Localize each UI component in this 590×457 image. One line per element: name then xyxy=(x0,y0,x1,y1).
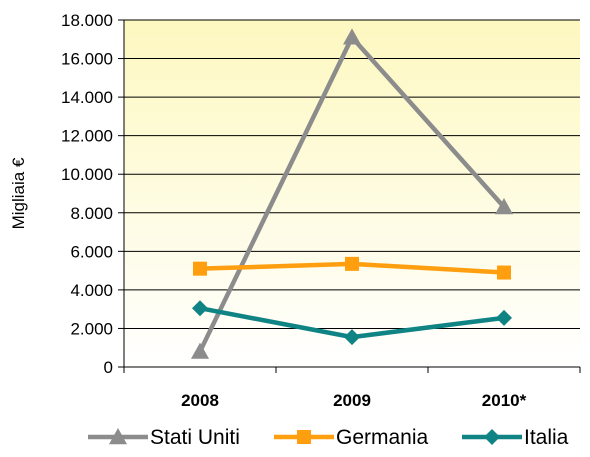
data-point-0-2 xyxy=(495,197,513,215)
gridlines xyxy=(124,19,580,329)
series xyxy=(191,28,513,359)
y-tick-label-0: 0 xyxy=(104,358,113,377)
y-tick-label-9: 18.000 xyxy=(61,11,113,30)
y-tick-label-7: 14.000 xyxy=(61,88,113,107)
legend-marker-1 xyxy=(297,430,311,444)
data-point-2-2 xyxy=(496,309,512,326)
x-tick-label-1: 2009 xyxy=(333,391,371,410)
plot-area xyxy=(124,20,580,367)
legend-label-0: Stati Uniti xyxy=(150,426,240,449)
data-point-0-1 xyxy=(343,28,361,45)
legend-label-2: Italia xyxy=(524,426,569,449)
x-tick-label-2: 2010* xyxy=(482,391,527,410)
data-point-2-1 xyxy=(344,329,360,346)
y-tick-label-2: 4.000 xyxy=(70,281,113,300)
y-tick-label-5: 10.000 xyxy=(61,165,113,184)
legend-label-1: Germania xyxy=(336,426,429,449)
data-point-1-2 xyxy=(497,265,511,280)
axes: 0 2.000 4.000 6.000 8.000 10.000 12.000 14.000 1… xyxy=(61,11,581,410)
y-tick-label-1: 2.000 xyxy=(70,319,113,338)
y-tick-label-4: 8.000 xyxy=(70,204,113,223)
x-tick-label-0: 2008 xyxy=(181,391,219,410)
data-point-0-0 xyxy=(191,342,209,359)
y-tick-label-3: 6.000 xyxy=(70,242,113,261)
legend: Stati Uniti Germania Italia xyxy=(88,426,569,449)
data-point-1-0 xyxy=(193,261,207,276)
y-axis-label: Migliaia € xyxy=(9,157,28,229)
data-point-1-1 xyxy=(345,256,359,271)
legend-marker-0 xyxy=(109,428,127,445)
y-tick-label-8: 16.000 xyxy=(61,50,113,69)
legend-marker-2 xyxy=(484,429,500,445)
data-point-2-0 xyxy=(192,300,208,317)
y-tick-label-6: 12.000 xyxy=(61,127,113,146)
